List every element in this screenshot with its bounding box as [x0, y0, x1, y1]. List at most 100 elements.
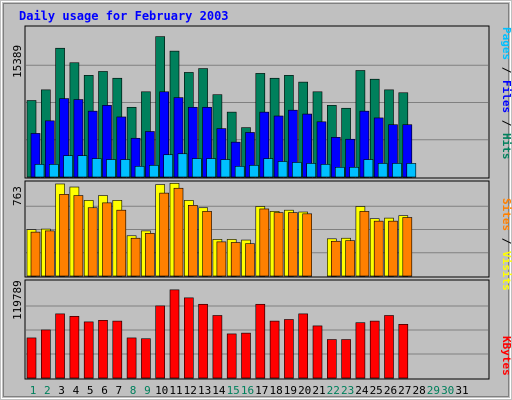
pages-bar	[63, 155, 73, 178]
sites-bar	[30, 231, 41, 277]
x-tick-label: 2	[44, 384, 51, 397]
panel-ymax-label: 15389	[11, 45, 24, 78]
x-tick-label: 25	[370, 384, 383, 397]
x-tick-label: 8	[130, 384, 137, 397]
sites-bar	[202, 211, 212, 277]
pages-bar	[163, 154, 173, 178]
pages-bar	[320, 164, 331, 178]
chart-title: Daily usage for February 2003	[19, 9, 229, 23]
x-tick-label: 21	[312, 384, 325, 397]
x-tick-label: 31	[455, 384, 468, 397]
x-tick-label: 30	[441, 384, 454, 397]
panel-bars	[26, 183, 413, 277]
sites-bar	[130, 237, 141, 277]
pages-bar	[48, 164, 59, 178]
x-tick-label: 10	[155, 384, 168, 397]
sites-bar	[373, 220, 384, 277]
sites-bar	[145, 233, 155, 277]
pages-bar	[77, 155, 88, 178]
panel-bars	[26, 289, 409, 379]
legend-entry: Files	[500, 80, 512, 113]
sites-bar	[273, 212, 284, 277]
sites-bar	[44, 230, 55, 277]
pages-bar	[377, 163, 388, 178]
x-tick-label: 4	[73, 384, 80, 397]
x-axis-day-labels: 1 2 3 4 5 6 7 8 9 10 11 12 13 14 15 16 17 18 19 20 21 22 23 24 2…	[30, 384, 469, 397]
pages-bar	[292, 162, 302, 178]
pages-bar	[106, 159, 116, 178]
x-tick-label: 1	[30, 384, 37, 397]
kbytes-bar	[55, 313, 65, 379]
kbytes-bar	[298, 313, 309, 379]
kbytes-bar	[83, 321, 94, 379]
pages-bar	[277, 161, 288, 178]
outer-bevel-dark	[3, 3, 509, 397]
x-tick-label: 13	[198, 384, 211, 397]
x-tick-label: 16	[241, 384, 254, 397]
pages-bar	[363, 159, 374, 178]
sites-bar	[330, 240, 341, 277]
panel-ymax-label: 119789	[11, 280, 24, 320]
sites-bar	[159, 192, 169, 277]
pages-bar	[34, 164, 45, 178]
pages-bar	[134, 166, 145, 178]
sites-bar	[102, 202, 112, 277]
x-tick-label: 28	[412, 384, 425, 397]
pages-bar	[149, 165, 159, 178]
sites-bar	[216, 241, 227, 277]
x-tick-label: 3	[58, 384, 65, 397]
pages-bar	[406, 163, 417, 178]
sites-bar	[59, 194, 69, 277]
legend-entry: /	[500, 60, 512, 80]
kbytes-bar	[141, 338, 151, 379]
kbytes-bar	[212, 315, 223, 379]
kbytes-bar	[369, 320, 380, 379]
sites-bar	[230, 242, 241, 277]
sites-visits-panel: 763 Sites / Visits	[11, 180, 512, 291]
sites-bar	[188, 205, 198, 277]
kbytes-bar	[169, 289, 180, 379]
panel-series-legend: Pages / Files / Hits	[500, 27, 512, 160]
kbytes-bar	[69, 315, 80, 379]
sites-bar	[388, 220, 398, 277]
sites-bar	[402, 217, 413, 277]
x-tick-label: 20	[298, 384, 311, 397]
kbytes-bar	[341, 339, 351, 379]
hits-files-pages-panel: 15389 Pages / Files / Hits	[11, 25, 512, 179]
x-tick-label: 17	[255, 384, 268, 397]
x-tick-label: 14	[212, 384, 226, 397]
x-tick-label: 18	[269, 384, 282, 397]
x-tick-label: 27	[398, 384, 411, 397]
sites-bar	[259, 208, 270, 277]
kbytes-bar	[98, 319, 108, 379]
panel-bars	[26, 36, 417, 178]
legend-entry: Hits	[500, 133, 512, 160]
kbytes-bar	[26, 337, 37, 379]
kbytes-bar	[255, 303, 266, 379]
kbytes-bar	[384, 315, 394, 379]
x-tick-label: 26	[384, 384, 397, 397]
pages-bar	[249, 165, 259, 178]
legend-entry: Sites	[500, 198, 512, 231]
kbytes-bar	[155, 305, 165, 379]
kbytes-panel: 119789 KBytes	[11, 279, 512, 380]
pages-bar	[192, 158, 202, 178]
sites-bar	[359, 211, 370, 277]
pages-bar	[177, 153, 188, 178]
kbytes-bar	[269, 320, 280, 379]
pages-bar	[334, 167, 345, 178]
kbytes-bar	[326, 339, 337, 379]
sites-bar	[73, 195, 84, 277]
x-tick-label: 5	[87, 384, 94, 397]
sites-bar	[302, 213, 313, 277]
pages-bar	[91, 158, 102, 178]
sites-bar	[288, 212, 298, 277]
pages-bar	[263, 158, 274, 178]
pages-bar	[234, 166, 245, 178]
x-tick-label: 29	[427, 384, 440, 397]
legend-entry: Visits	[500, 251, 512, 291]
pages-bar	[120, 159, 131, 178]
x-tick-label: 7	[115, 384, 122, 397]
